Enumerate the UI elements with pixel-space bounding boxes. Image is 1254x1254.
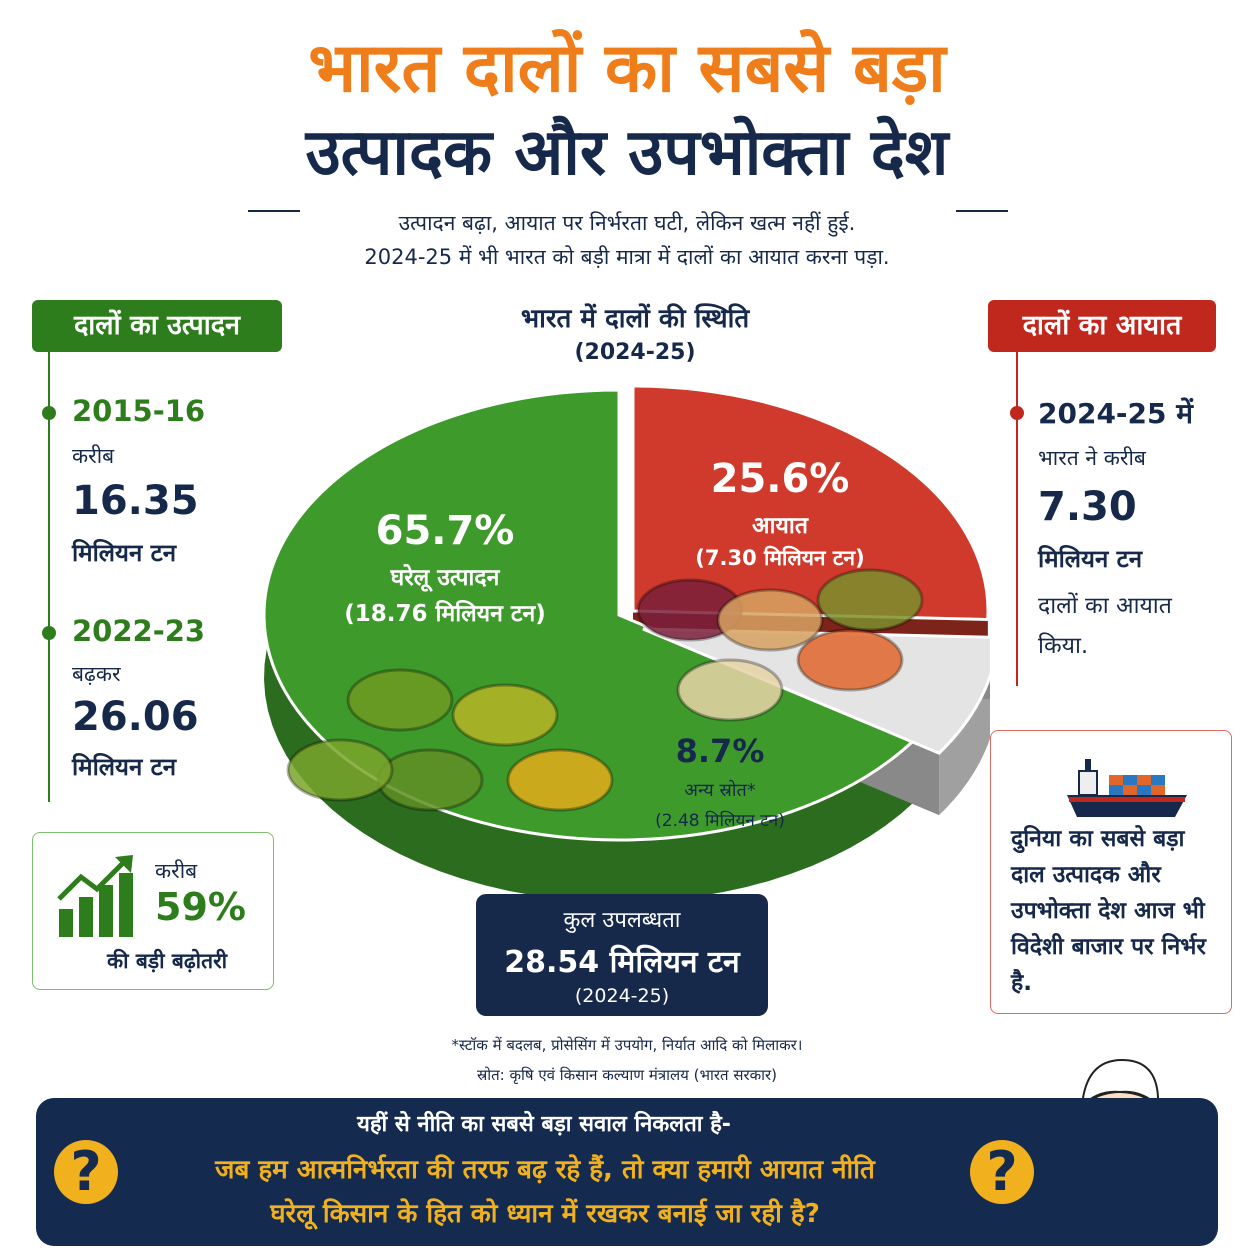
pulse-bowl-illustration	[676, 658, 784, 722]
pie-slice-domestic	[262, 388, 918, 842]
footnote-note: *स्टॉक में बदलब, प्रोसेसिंग में उपयोग, न…	[451, 1036, 803, 1054]
production-value-2: 26.06	[72, 694, 199, 740]
banner-line-1: यहीं से नीति का सबसे बड़ा सवाल निकलता है…	[357, 1112, 731, 1137]
slice-label-domestic: 65.7% घरेलू उत्पादन (18.76 मिलियन टन)	[290, 508, 600, 628]
slice-name-import: आयात	[752, 513, 808, 539]
production-unit-2: मिलियन टन	[72, 753, 177, 781]
imports-heading: दालों का आयात	[988, 300, 1216, 352]
total-value: 28.54 मिलियन टन	[504, 945, 740, 980]
policy-question-banner: ? ? यहीं से नीति का सबसे बड़ा सवाल निकलत…	[36, 1098, 1218, 1246]
imports-line-3: किया.	[1038, 633, 1089, 659]
pulse-bowl-illustration	[716, 588, 824, 652]
production-qualifier-2: बढ़कर	[72, 662, 121, 686]
total-label: कुल उपलब्धता	[563, 908, 681, 933]
imports-timeline-line	[1016, 352, 1018, 686]
chart-title: भारत में दालों की स्थिति	[520, 304, 750, 334]
title-line-2: उत्पादक और उपभोक्ता देश	[305, 116, 949, 190]
growth-chart-icon	[57, 855, 133, 937]
timeline-dot	[1010, 406, 1024, 420]
pie-slice-other-side	[939, 676, 990, 816]
slice-value-domestic: (18.76 मिलियन टन)	[344, 601, 546, 627]
production-year-2: 2022-23	[72, 614, 206, 648]
chart-title-block: भारत में दालों की स्थिति (2024-25)	[390, 302, 880, 370]
question-mark-icon-right: ?	[970, 1140, 1034, 1204]
pulse-bowl-illustration	[816, 568, 924, 632]
imports-callout-box: दुनिया का सबसे बड़ा दाल उत्पादक और उपभोक…	[990, 730, 1232, 1014]
slice-label-other: 8.7% अन्य स्रोत* (2.48 मिलियन टन)	[630, 732, 810, 831]
production-year-1: 2015-16	[72, 394, 206, 428]
slice-percent-import: 25.6%	[710, 456, 850, 502]
growth-percent: 59%	[155, 885, 246, 929]
pie-slice-import	[631, 384, 990, 622]
growth-qualifier: करीब	[155, 859, 198, 883]
slice-value-import: (7.30 मिलियन टन)	[695, 546, 865, 570]
subtitle: उत्पादन बढ़ा, आयात पर निर्भरता घटी, लेकि…	[300, 206, 954, 274]
growth-box: करीब 59% की बड़ी बढ़ोतरी	[32, 832, 274, 990]
pulse-bowl-illustration	[346, 668, 454, 732]
banner-line-3: घरेलू किसान के हित को ध्यान में रखकर बना…	[270, 1199, 820, 1229]
growth-text: की बड़ी बढ़ोतरी	[107, 949, 228, 973]
timeline-dot	[42, 626, 56, 640]
title-line-1: भारत दालों का सबसे बड़ा	[308, 29, 946, 108]
footnote-source: स्रोत: कृषि एवं किसान कल्याण मंत्रालय (भ…	[476, 1066, 778, 1084]
subtitle-line-1: उत्पादन बढ़ा, आयात पर निर्भरता घटी, लेकि…	[398, 211, 856, 235]
slice-percent-other: 8.7%	[675, 732, 765, 770]
slice-label-import: 25.6% आयात (7.30 मिलियन टन)	[640, 456, 920, 572]
total-year: (2024-25)	[574, 985, 670, 1007]
production-value-1: 16.35	[72, 478, 199, 524]
production-qualifier-1: करीब	[72, 444, 115, 468]
imports-value: 7.30	[1038, 484, 1137, 530]
pulse-bowl-illustration	[376, 748, 484, 812]
divider-right	[956, 210, 1008, 212]
chart-subtitle: (2024-25)	[574, 340, 696, 365]
production-timeline-line	[48, 352, 50, 802]
slice-name-domestic: घरेलू उत्पादन	[390, 565, 500, 591]
pulse-bowl-illustration	[796, 628, 904, 692]
total-availability-box: कुल उपलब्धता 28.54 मिलियन टन (2024-25)	[476, 894, 768, 1016]
question-mark-icon-left: ?	[54, 1140, 118, 1204]
imports-line-2: दालों का आयात	[1038, 593, 1172, 619]
slice-name-other: अन्य स्रोत*	[684, 780, 756, 801]
pulse-bowl-illustration	[286, 738, 394, 802]
divider-left	[248, 210, 300, 212]
slice-value-other: (2.48 मिलियन टन)	[655, 811, 785, 831]
production-unit-1: मिलियन टन	[72, 539, 177, 567]
imports-unit: मिलियन टन	[1038, 545, 1143, 573]
slice-percent-domestic: 65.7%	[375, 508, 515, 554]
imports-year: 2024-25 में	[1038, 397, 1194, 430]
footnote: *स्टॉक में बदलब, प्रोसेसिंग में उपयोग, न…	[300, 1030, 954, 1090]
pulse-bowl-illustration	[506, 748, 614, 812]
banner-line-2: जब हम आत्मनिर्भरता की तरफ बढ़ रहे हैं, त…	[215, 1155, 875, 1185]
pie-chart	[262, 384, 990, 900]
imports-callout-text: दुनिया का सबसे बड़ा दाल उत्पादक और उपभोक…	[1011, 826, 1206, 996]
imports-line-1: भारत ने करीब	[1038, 446, 1146, 470]
timeline-dot	[42, 406, 56, 420]
pulse-bowl-illustration	[451, 683, 559, 747]
subtitle-line-2: 2024-25 में भी भारत को बड़ी मात्रा में द…	[364, 245, 890, 269]
cargo-ship-icon	[1067, 759, 1187, 817]
production-heading: दालों का उत्पादन	[32, 300, 282, 352]
